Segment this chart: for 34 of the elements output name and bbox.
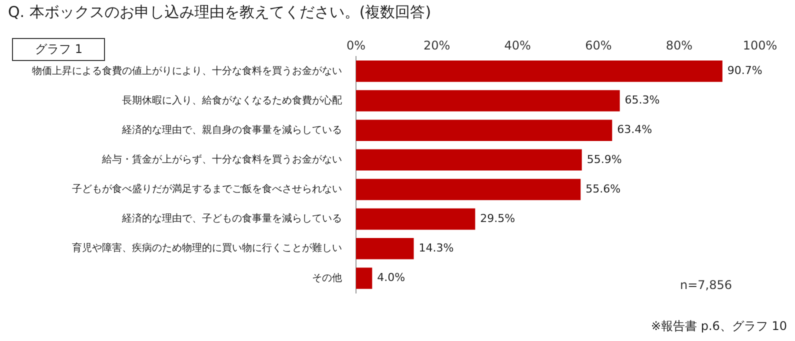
bar xyxy=(356,178,581,200)
x-tick-label: 60% xyxy=(585,38,612,52)
data-label: 65.3% xyxy=(624,94,660,107)
bar xyxy=(356,120,612,141)
y-tick-label: 経済的な理由で、子どもの食事量を減らしている xyxy=(121,212,342,225)
data-label: 29.5% xyxy=(480,212,516,225)
x-tick-label: 100% xyxy=(742,38,778,52)
text: グラフ 1 xyxy=(12,38,106,61)
bar xyxy=(356,238,414,260)
x-tick-label: 20% xyxy=(423,38,450,52)
data-label: 14.3% xyxy=(418,241,454,254)
x-tick-label: 0% xyxy=(346,38,366,52)
data-label: 63.4% xyxy=(617,123,652,136)
y-tick-label: その他 xyxy=(312,272,342,284)
text: Q. 本ボックスのお申し込み理由を教えてください。(複数回答) xyxy=(8,3,432,22)
y-tick-label: 経済的な理由で、親自身の食事量を減らしている xyxy=(121,124,342,136)
y-tick-label: 物価上昇による食費の値上がりにより、十分な食料を買うお金がない xyxy=(32,64,342,77)
x-tick-label: 80% xyxy=(666,38,693,52)
bar xyxy=(356,90,620,112)
y-tick-label: 育児や障害、疾病のため物理的に買い物に行くことが難しい xyxy=(72,242,342,254)
data-label: 55.9% xyxy=(586,152,622,166)
bar xyxy=(356,60,722,82)
bar xyxy=(356,268,372,289)
data-label: 4.0% xyxy=(377,271,406,284)
text: ※報告書 p.6、グラフ 10 xyxy=(650,318,787,335)
y-tick-label: 子どもが食べ盛りだが満足するまでご飯を食べさせられない xyxy=(72,183,342,196)
y-tick-label: 給与・賃金が上がらず、十分な食料を買うお金がない xyxy=(101,154,342,166)
annotation: n=7,856 xyxy=(680,278,732,292)
y-tick-label: 長期休暇に入り、給食がなくなるため食費が心配 xyxy=(122,94,342,106)
bar xyxy=(356,149,582,171)
x-tick-label: 40% xyxy=(504,38,531,52)
bar xyxy=(356,208,476,230)
data-label: 90.7% xyxy=(727,64,762,78)
data-label: 55.6% xyxy=(586,182,621,196)
